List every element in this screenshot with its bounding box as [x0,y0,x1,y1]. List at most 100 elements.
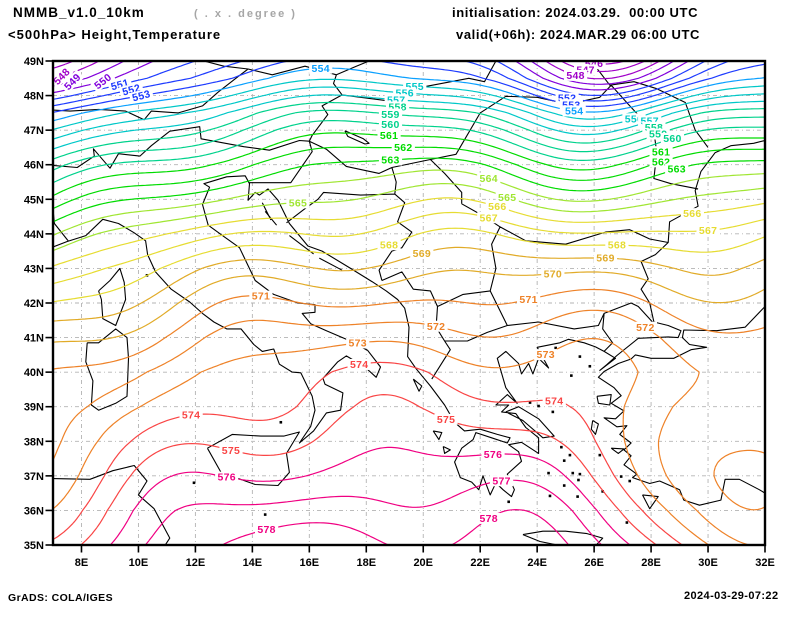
contour-label: 572 [633,321,657,334]
svg-text:569: 569 [413,248,431,260]
island-dot [547,471,550,475]
contour-label: 553 [128,87,154,104]
svg-text:578: 578 [257,524,275,536]
contour-label: 571 [517,293,541,306]
svg-text:565: 565 [498,192,516,204]
contour-line-574 [53,361,683,545]
svg-text:564: 564 [480,173,498,185]
svg-text:571: 571 [252,291,270,303]
lon-axis-label: 16E [300,557,320,569]
timestamp: 2024-03-29-07:22 [684,590,779,602]
island-dot [554,346,557,350]
contour-line-577 [144,479,603,545]
contour-label: 569 [593,252,618,265]
island-dot [598,453,602,457]
island-dot [577,478,580,482]
contour-line-559 [53,109,765,171]
lon-axis-label: 32E [755,557,775,569]
svg-text:575: 575 [437,414,455,426]
lat-axis-label: 39N [24,402,44,414]
contour-label: 554 [309,62,333,75]
contour-label: 561 [377,129,401,142]
svg-text:566: 566 [488,201,506,213]
svg-text:578: 578 [480,513,498,525]
contour-line-562 [53,146,765,210]
contour-label: 577 [489,475,514,487]
svg-text:554: 554 [312,63,330,75]
svg-text:574: 574 [182,410,200,422]
contour-label: 554 [562,105,586,118]
lon-axis-label: 20E [413,557,433,569]
contour-label: 574 [179,409,203,422]
lat-axis-label: 38N [24,436,44,448]
svg-text:560: 560 [663,133,681,145]
contour-label: 573 [346,337,370,350]
svg-text:566: 566 [683,208,701,220]
lat-axis-label: 43N [24,263,44,275]
contour-label: 569 [410,247,434,260]
island-dot [570,374,573,377]
contour-line-553 [53,61,765,113]
contour-label: 578 [255,523,279,536]
island-dot [625,521,629,524]
lon-axis-label: 8E [75,557,88,569]
island-dot [560,445,563,449]
contour-label: 576 [481,448,505,461]
svg-text:577: 577 [492,475,510,487]
svg-text:576: 576 [484,449,502,461]
svg-text:572: 572 [636,322,654,334]
island-dot [548,494,552,498]
island-dot [562,484,566,487]
svg-text:570: 570 [544,268,562,280]
svg-text:561: 561 [380,130,398,142]
svg-text:569: 569 [596,253,614,265]
initialisation-time: initialisation: 2024.03.29. 00:00 UTC [452,5,699,20]
island-dot [588,364,592,368]
lat-axis-label: 37N [24,471,44,483]
island-dot [571,471,575,475]
lat-axis-label: 36N [24,505,44,517]
contour-label: 560 [660,132,685,145]
contour-line-551 [53,61,706,100]
svg-text:565: 565 [289,197,307,209]
island-dot [568,453,572,457]
contour-line-566 [53,197,765,267]
lat-axis-label: 46N [24,160,44,172]
island-dot [628,479,632,483]
contour-line-565 [53,183,765,252]
lat-axis-label: 47N [24,125,44,137]
lon-axis-label: 14E [243,557,263,569]
lat-axis-label: 45N [24,194,44,206]
island-dot [507,500,510,504]
svg-text:553: 553 [131,88,152,104]
svg-text:575: 575 [222,445,240,457]
contour-line-557 [53,94,765,150]
lat-axis-label: 41N [24,333,44,345]
contour-line-561 [53,132,765,197]
contour-label: 563 [665,163,689,176]
svg-text:576: 576 [218,472,236,484]
lat-axis-label: 35N [24,540,44,552]
svg-text:563: 563 [668,164,686,176]
lon-axis-label: 10E [129,557,149,569]
contour-label: 560 [378,118,403,131]
contour-label: 576 [215,471,239,484]
contour-line-572 [53,309,750,545]
island-dot [619,475,623,478]
contour-label: 564 [477,172,501,185]
grid-resolution-note: ( . x . degree ) [194,8,297,20]
svg-text:562: 562 [394,142,412,154]
island-dot [192,481,196,485]
grads-credit: GrADS: COLA/IGES [8,592,113,604]
lon-axis-label: 22E [470,557,490,569]
contour-label: 572 [424,320,448,333]
island-dot [528,401,532,404]
contour-label: 559 [378,108,403,121]
contour-label: 565 [495,191,519,204]
grid-lines [53,61,765,545]
contour-label: 575 [434,413,458,426]
contour-label: 566 [485,201,509,213]
svg-text:568: 568 [608,240,626,252]
